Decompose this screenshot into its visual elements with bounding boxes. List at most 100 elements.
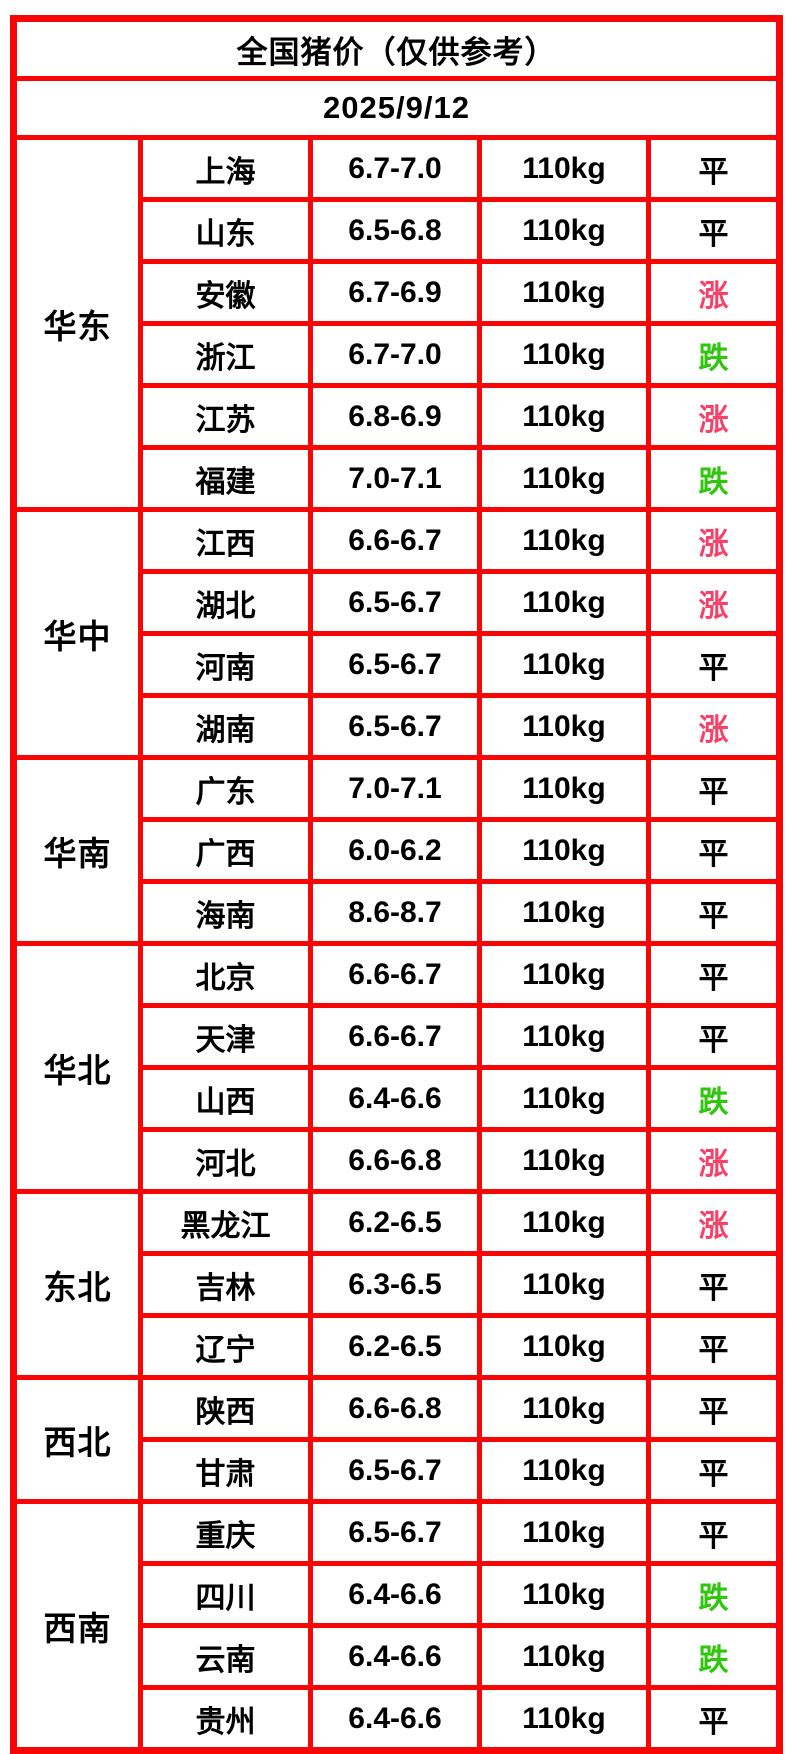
weight-cell: 110kg — [477, 1623, 651, 1690]
status-cell: 跌 — [645, 445, 783, 512]
status-cell: 平 — [645, 1499, 783, 1566]
status-cell: 平 — [645, 197, 783, 264]
table-row: 华东 上海 6.7-7.0 110kg 平 — [11, 135, 783, 512]
province-cell: 重庆 — [138, 1499, 313, 1566]
weight-cell: 110kg — [477, 135, 651, 202]
table-row: 湖北 6.5-6.7 110kg 涨 — [14, 569, 783, 636]
province-cell: 湖南 — [138, 693, 313, 760]
table-row: 吉林 6.3-6.5 110kg 平 — [14, 1251, 783, 1318]
weight-cell: 110kg — [477, 1375, 651, 1442]
price-cell: 6.2-6.5 — [308, 1189, 482, 1256]
table-row: 西南 重庆 6.5-6.7 110kg 平 — [11, 1499, 783, 1753]
province-cell: 上海 — [138, 135, 313, 202]
weight-cell: 110kg — [477, 1561, 651, 1628]
price-cell: 6.6-6.7 — [308, 1003, 482, 1070]
province-cell: 四川 — [138, 1561, 313, 1628]
weight-cell: 110kg — [477, 1437, 651, 1504]
province-cell: 北京 — [138, 941, 313, 1008]
weight-cell: 110kg — [477, 1065, 651, 1132]
weight-cell: 110kg — [477, 1313, 651, 1380]
table-title: 全国猪价（仅供参考） — [10, 16, 783, 81]
weight-cell: 110kg — [477, 259, 651, 326]
region-cell: 华中 — [11, 507, 143, 760]
price-cell: 6.8-6.9 — [308, 383, 482, 450]
price-cell: 6.3-6.5 — [308, 1251, 482, 1318]
table-row: 华北 北京 6.6-6.7 110kg 平 — [11, 941, 783, 1194]
province-cell: 海南 — [138, 879, 313, 946]
price-cell: 6.0-6.2 — [308, 817, 482, 884]
table-row: 海南 8.6-8.7 110kg 平 — [14, 879, 783, 946]
table-row: 河南 6.5-6.7 110kg 平 — [14, 631, 783, 698]
province-cell: 广西 — [138, 817, 313, 884]
date-row: 2025/9/12 — [10, 76, 783, 140]
weight-cell: 110kg — [477, 1127, 651, 1194]
price-cell: 6.5-6.7 — [308, 693, 482, 760]
status-cell: 平 — [645, 755, 783, 822]
status-cell: 涨 — [645, 507, 783, 574]
status-cell: 平 — [645, 1313, 783, 1380]
province-cell: 黑龙江 — [138, 1189, 313, 1256]
weight-cell: 110kg — [477, 445, 651, 512]
price-cell: 6.5-6.7 — [308, 1499, 482, 1566]
table-row: 华中 江西 6.6-6.7 110kg 涨 — [11, 507, 783, 760]
status-cell: 平 — [645, 135, 783, 202]
price-cell: 7.0-7.1 — [308, 755, 482, 822]
status-cell: 跌 — [645, 1623, 783, 1690]
region-cell: 华东 — [11, 135, 143, 512]
weight-cell: 110kg — [477, 755, 651, 822]
price-cell: 6.5-6.7 — [308, 631, 482, 698]
status-cell: 平 — [645, 817, 783, 884]
price-cell: 6.7-6.9 — [308, 259, 482, 326]
table-row: 山东 6.5-6.8 110kg 平 — [14, 197, 783, 264]
status-cell: 涨 — [645, 693, 783, 760]
table-row: 四川 6.4-6.6 110kg 跌 — [14, 1561, 783, 1628]
province-cell: 山西 — [138, 1065, 313, 1132]
table-row: 湖南 6.5-6.7 110kg 涨 — [14, 693, 783, 760]
province-cell: 贵州 — [138, 1685, 313, 1753]
table-row: 华南 广东 7.0-7.1 110kg 平 — [11, 755, 783, 946]
price-cell: 8.6-8.7 — [308, 879, 482, 946]
province-cell: 江西 — [138, 507, 313, 574]
province-cell: 吉林 — [138, 1251, 313, 1318]
province-cell: 江苏 — [138, 383, 313, 450]
weight-cell: 110kg — [477, 693, 651, 760]
table-row: 福建 7.0-7.1 110kg 跌 — [14, 445, 783, 512]
price-cell: 6.6-6.8 — [308, 1375, 482, 1442]
price-cell: 6.5-6.8 — [308, 197, 482, 264]
table-row: 广西 6.0-6.2 110kg 平 — [14, 817, 783, 884]
province-cell: 广东 — [138, 755, 313, 822]
weight-cell: 110kg — [477, 631, 651, 698]
status-cell: 平 — [645, 631, 783, 698]
price-cell: 6.7-7.0 — [308, 135, 482, 202]
price-cell: 6.6-6.7 — [308, 507, 482, 574]
province-cell: 云南 — [138, 1623, 313, 1690]
table-row: 甘肃 6.5-6.7 110kg 平 — [14, 1437, 783, 1504]
weight-cell: 110kg — [477, 941, 651, 1008]
status-cell: 涨 — [645, 383, 783, 450]
table-row: 江苏 6.8-6.9 110kg 涨 — [14, 383, 783, 450]
price-cell: 6.5-6.7 — [308, 569, 482, 636]
price-cell: 6.4-6.6 — [308, 1065, 482, 1132]
weight-cell: 110kg — [477, 1189, 651, 1256]
province-cell: 陕西 — [138, 1375, 313, 1442]
price-cell: 6.2-6.5 — [308, 1313, 482, 1380]
province-cell: 甘肃 — [138, 1437, 313, 1504]
region-cell: 西北 — [11, 1375, 143, 1504]
weight-cell: 110kg — [477, 197, 651, 264]
status-cell: 跌 — [645, 1561, 783, 1628]
status-cell: 涨 — [645, 1127, 783, 1194]
price-table-body: 华东 上海 6.7-7.0 110kg 平山东 6.5-6.8 110kg 平安徽 6.7-6.… — [11, 135, 783, 1753]
table-row: 安徽 6.7-6.9 110kg 涨 — [14, 259, 783, 326]
table-row: 天津 6.6-6.7 110kg 平 — [14, 1003, 783, 1070]
status-cell: 平 — [645, 1437, 783, 1504]
status-cell: 涨 — [645, 569, 783, 636]
weight-cell: 110kg — [477, 383, 651, 450]
region-cell: 华南 — [11, 755, 143, 946]
status-cell: 平 — [645, 1251, 783, 1318]
weight-cell: 110kg — [477, 1251, 651, 1318]
price-cell: 6.7-7.0 — [308, 321, 482, 388]
status-cell: 涨 — [645, 259, 783, 326]
pig-price-table: 全国猪价（仅供参考） 2025/9/12 华东 上海 6.7-7.0 110kg 平山东… — [10, 15, 784, 1754]
price-cell: 6.5-6.7 — [308, 1437, 482, 1504]
